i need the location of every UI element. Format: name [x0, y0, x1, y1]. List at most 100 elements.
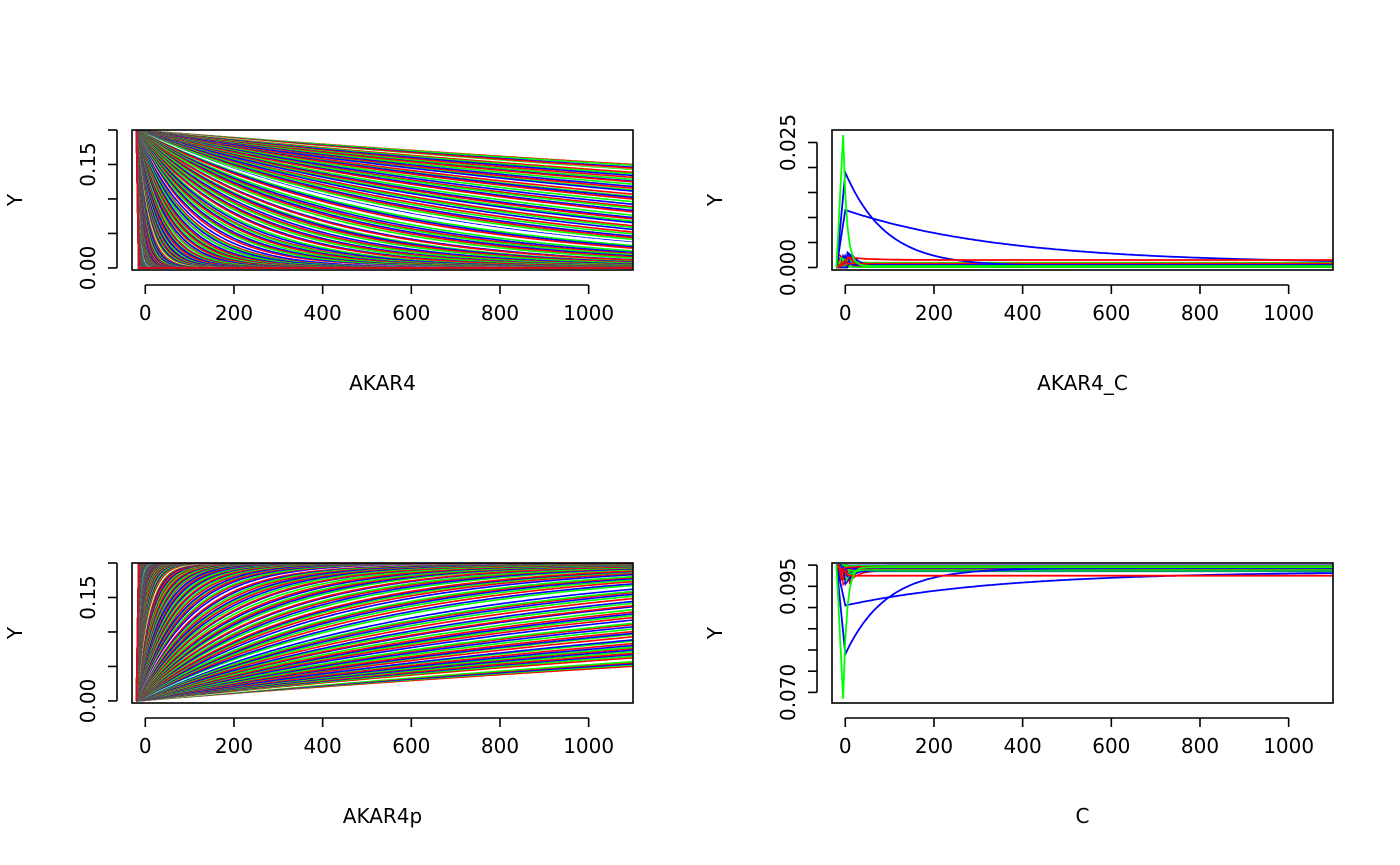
- series-line-38: [136, 130, 633, 237]
- series-line-51: [135, 130, 633, 258]
- series-line-49: [135, 130, 633, 256]
- y-tick-label: 0.00: [76, 679, 100, 724]
- x-axis-title: AKAR4p: [343, 804, 422, 828]
- x-tick-label: 400: [1004, 301, 1042, 325]
- series-line-54: [135, 130, 633, 261]
- series-line-40: [136, 590, 633, 702]
- series-line-68: [836, 252, 1333, 269]
- series-line-hl-0: [835, 168, 1333, 268]
- y-axis: 0.00 0.15: [76, 562, 118, 724]
- series-line-43: [136, 130, 633, 247]
- series-line-94: [135, 563, 633, 702]
- y-tick-label: 0.095: [776, 558, 800, 615]
- x-tick-label: 0: [139, 734, 152, 758]
- series-line-219: [135, 130, 633, 269]
- x-tick-label: 1000: [563, 301, 614, 325]
- x-tick-label: 200: [215, 734, 253, 758]
- x-axis: 0 200 400 600 800 1000: [839, 717, 1314, 758]
- y-axis-title: Y: [3, 193, 27, 207]
- series-line-58: [135, 566, 633, 702]
- series-line-47: [136, 577, 633, 702]
- series-line-hl-2: [835, 256, 1333, 269]
- series-line-42: [136, 586, 633, 702]
- series-line-67: [836, 262, 1333, 269]
- panel-bottom-left: 0 200 400 600 800 1000 0.00 0.15 AKAR4p Y: [3, 562, 634, 828]
- series-line-37: [136, 130, 633, 235]
- series-line-56: [135, 567, 633, 702]
- x-tick-label: 800: [1181, 734, 1219, 758]
- series-line-33: [136, 604, 633, 702]
- series-line-26: [136, 619, 633, 702]
- series-line-28: [136, 130, 633, 216]
- series-line-55: [135, 568, 633, 702]
- y-axis: 0.00 0.15: [76, 129, 118, 290]
- y-tick-label: 0.15: [76, 575, 100, 620]
- plot-frame: [131, 129, 634, 271]
- series-line-21: [136, 130, 633, 200]
- series-line-38: [136, 593, 633, 702]
- series-line-32: [136, 130, 633, 224]
- x-tick-label: 0: [839, 734, 852, 758]
- series-line-17: [136, 130, 633, 192]
- x-tick-label: 800: [1181, 301, 1219, 325]
- series-line-48: [135, 130, 633, 255]
- x-tick-label: 400: [304, 301, 342, 325]
- series-line-31: [136, 608, 633, 702]
- x-axis-title: C: [1076, 804, 1090, 828]
- series-line-50: [135, 573, 633, 702]
- x-tick-label: 1000: [563, 734, 614, 758]
- series-line-61: [135, 130, 633, 266]
- x-axis: 0 200 400 600 800 1000: [139, 717, 614, 758]
- x-axis-title: AKAR4: [349, 371, 416, 395]
- curves: [135, 130, 633, 269]
- curves: [835, 564, 1333, 699]
- series-line-17: [136, 639, 633, 702]
- series-line-36: [136, 130, 633, 233]
- series-line-54: [135, 570, 633, 702]
- series-line-30: [136, 130, 633, 220]
- series-line-67: [836, 564, 1333, 578]
- series-line-51: [135, 572, 633, 702]
- series-line-49: [135, 575, 633, 702]
- series-line-52: [135, 130, 633, 259]
- series-line-39: [136, 130, 633, 239]
- curves: [135, 563, 633, 702]
- x-tick-label: 200: [215, 301, 253, 325]
- y-tick-label: 0.070: [776, 664, 800, 721]
- series-line-58: [135, 130, 633, 265]
- series-line-35: [136, 600, 633, 702]
- series-line-27: [136, 130, 633, 213]
- y-axis: 0.070 0.095: [776, 558, 818, 721]
- x-tick-label: 1000: [1263, 301, 1314, 325]
- series-line-35: [136, 130, 633, 231]
- x-axis: 0 200 400 600 800 1000: [139, 284, 614, 325]
- series-line-45: [136, 580, 633, 702]
- series-line-hl-3: [835, 565, 1333, 699]
- x-axis-title: AKAR4_C: [1037, 371, 1128, 395]
- series-line-25: [136, 622, 633, 702]
- x-tick-label: 600: [1092, 734, 1130, 758]
- series-line-45: [136, 130, 633, 249]
- x-tick-label: 200: [915, 301, 953, 325]
- x-tick-label: 0: [839, 301, 852, 325]
- series-line-69: [836, 262, 1333, 269]
- series-line-52: [135, 571, 633, 702]
- curves: [835, 134, 1333, 269]
- x-tick-label: 800: [481, 301, 519, 325]
- series-line-42: [136, 130, 633, 244]
- series-line-43: [136, 584, 633, 702]
- x-tick-label: 600: [392, 301, 430, 325]
- series-line-46: [136, 579, 633, 702]
- x-tick-label: 400: [304, 734, 342, 758]
- panel-bottom-right: 0 200 400 600 800 1000 0.070 0.095 C Y: [703, 558, 1334, 828]
- series-line-44: [836, 564, 1333, 570]
- x-tick-label: 600: [392, 734, 430, 758]
- series-line-34: [136, 602, 633, 702]
- series-line-44: [136, 130, 633, 248]
- x-tick-label: 200: [915, 734, 953, 758]
- panel-top-right: 0 200 400 600 800 1000 0.000 0.025 AKAR4_C Y: [703, 114, 1334, 395]
- series-line-41: [136, 588, 633, 702]
- x-tick-label: 1000: [1263, 734, 1314, 758]
- series-line-hl-1: [835, 564, 1333, 607]
- y-axis-title: Y: [703, 626, 727, 640]
